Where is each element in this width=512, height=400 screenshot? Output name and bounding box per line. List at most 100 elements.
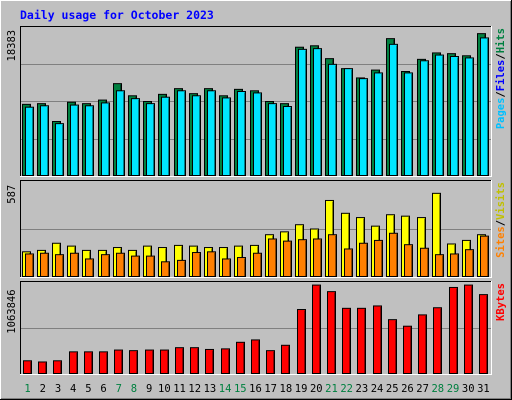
legend-entry-pages: Pages bbox=[495, 98, 507, 130]
bar-kbytes-kbytes-day-15 bbox=[236, 341, 245, 374]
bar-visits-sites-day-3 bbox=[55, 254, 64, 277]
bar-visits-sites-day-27 bbox=[420, 247, 429, 278]
legend-entry-visits: Visits bbox=[495, 182, 507, 220]
legend-entry-sites: Sites bbox=[495, 226, 507, 258]
bar-kbytes-kbytes-day-10 bbox=[160, 349, 169, 374]
bar-visits-sites-day-2 bbox=[40, 252, 49, 277]
bar-hits-files-day-29 bbox=[450, 56, 459, 176]
x-tick-label-day-20: 20 bbox=[310, 383, 323, 395]
bar-hits-files-day-3 bbox=[55, 123, 64, 177]
bar-hits-files-day-17 bbox=[268, 103, 277, 176]
bar-visits-sites-day-10 bbox=[161, 261, 170, 278]
bar-hits-files-day-2 bbox=[40, 105, 49, 176]
x-tick-label-day-15: 15 bbox=[234, 383, 247, 395]
chart-panels: 18383Pages/Files/Hits587Sites/Visits1063… bbox=[6, 26, 507, 375]
bar-visits-sites-day-26 bbox=[404, 244, 413, 277]
bar-hits-files-day-12 bbox=[192, 95, 201, 176]
panel-visits-max-label: 587 bbox=[6, 185, 18, 204]
bar-hits-files-day-6 bbox=[101, 102, 110, 176]
bar-kbytes-kbytes-day-12 bbox=[190, 347, 199, 374]
x-tick-label-day-11: 11 bbox=[173, 383, 186, 395]
bar-visits-sites-day-5 bbox=[85, 258, 94, 277]
bar-visits-sites-day-6 bbox=[101, 254, 110, 277]
panel-hits-max-label: 18383 bbox=[6, 30, 18, 62]
bar-visits-sites-day-12 bbox=[192, 252, 201, 277]
bar-visits-sites-day-24 bbox=[374, 239, 383, 277]
bar-visits-sites-day-25 bbox=[389, 232, 398, 278]
bar-kbytes-kbytes-day-30 bbox=[464, 284, 473, 375]
bar-visits-sites-day-14 bbox=[222, 258, 231, 277]
bar-hits-files-day-26 bbox=[404, 72, 413, 176]
legend-entry-hits: Hits bbox=[495, 28, 507, 53]
bar-kbytes-kbytes-day-28 bbox=[433, 307, 442, 375]
bar-kbytes-kbytes-day-11 bbox=[175, 347, 184, 374]
legend-separator: / bbox=[495, 53, 507, 59]
x-tick-label-day-28: 28 bbox=[431, 383, 444, 395]
x-tick-label-day-30: 30 bbox=[462, 383, 475, 395]
bar-kbytes-kbytes-day-27 bbox=[418, 314, 427, 374]
bar-visits-sites-day-9 bbox=[146, 255, 155, 277]
bar-visits-sites-day-20 bbox=[313, 238, 322, 277]
bar-kbytes-kbytes-day-16 bbox=[251, 339, 260, 374]
bar-kbytes-kbytes-day-25 bbox=[388, 319, 397, 374]
x-tick-label-day-7: 7 bbox=[116, 383, 122, 395]
bar-hits-files-day-8 bbox=[131, 98, 140, 176]
x-tick-label-day-22: 22 bbox=[340, 383, 353, 395]
x-tick-label-day-2: 2 bbox=[40, 383, 46, 395]
bar-hits-files-day-31 bbox=[480, 37, 489, 176]
bar-hits-files-day-11 bbox=[177, 90, 186, 176]
bar-kbytes-kbytes-day-5 bbox=[84, 351, 93, 375]
bar-visits-sites-day-11 bbox=[177, 259, 186, 278]
bar-visits-sites-day-1 bbox=[25, 253, 34, 278]
bar-kbytes-kbytes-day-26 bbox=[403, 325, 412, 375]
bar-hits-files-day-23 bbox=[359, 78, 368, 176]
bar-hits-files-day-24 bbox=[374, 72, 383, 176]
bar-hits-files-day-22 bbox=[344, 68, 353, 176]
legend-entry-files: Files bbox=[495, 60, 507, 92]
x-tick-label-day-17: 17 bbox=[264, 383, 277, 395]
legend-entry-kbytes: KBytes bbox=[495, 283, 507, 321]
x-tick-label-day-26: 26 bbox=[401, 383, 414, 395]
x-tick-label-day-31: 31 bbox=[477, 383, 490, 395]
bar-visits-sites-day-21 bbox=[328, 234, 337, 278]
bar-hits-files-day-5 bbox=[85, 105, 94, 176]
bar-kbytes-kbytes-day-18 bbox=[281, 344, 290, 374]
x-tick-label-day-12: 12 bbox=[188, 383, 201, 395]
x-tick-label-day-1: 1 bbox=[24, 383, 30, 395]
bar-hits-files-day-19 bbox=[298, 48, 307, 177]
bar-kbytes-kbytes-day-24 bbox=[373, 305, 382, 375]
bar-hits-files-day-27 bbox=[420, 60, 429, 176]
x-tick-label-day-21: 21 bbox=[325, 383, 338, 395]
bar-visits-sites-day-18 bbox=[283, 240, 292, 277]
bar-kbytes-kbytes-day-22 bbox=[342, 307, 351, 375]
bar-kbytes-kbytes-day-31 bbox=[479, 294, 488, 374]
chart-title: Daily usage for October 2023 bbox=[20, 8, 214, 22]
bar-hits-files-day-21 bbox=[328, 63, 337, 176]
panel-hits-legend: Pages/Files/Hits bbox=[495, 28, 507, 129]
x-tick-label-day-10: 10 bbox=[158, 383, 171, 395]
panel-visits-legend: Sites/Visits bbox=[495, 182, 507, 258]
bar-kbytes-kbytes-day-19 bbox=[297, 309, 306, 374]
x-tick-label-day-4: 4 bbox=[70, 383, 76, 395]
panel-kbytes-legend: KBytes bbox=[495, 283, 507, 321]
panel-kbytes-max-label: 1063846 bbox=[6, 289, 18, 333]
bar-visits-sites-day-16 bbox=[253, 252, 262, 277]
bar-hits-files-day-7 bbox=[116, 90, 125, 176]
panel-kbytes: 1063846 KBytes bbox=[6, 281, 507, 375]
bar-kbytes-kbytes-day-29 bbox=[449, 286, 458, 375]
bar-hits-files-day-1 bbox=[25, 106, 34, 176]
bar-kbytes-kbytes-day-8 bbox=[129, 350, 138, 374]
x-tick-label-day-29: 29 bbox=[447, 383, 460, 395]
panel-visits: 587 Sites/Visits bbox=[6, 180, 507, 278]
bar-kbytes-kbytes-day-20 bbox=[312, 284, 321, 375]
bar-kbytes-kbytes-day-9 bbox=[145, 349, 154, 374]
bar-kbytes-kbytes-day-1 bbox=[23, 360, 32, 374]
x-tick-label-day-24: 24 bbox=[371, 383, 384, 395]
bar-kbytes-kbytes-day-4 bbox=[69, 351, 78, 375]
bar-hits-files-day-30 bbox=[465, 57, 474, 176]
x-tick-label-day-8: 8 bbox=[131, 383, 137, 395]
bar-kbytes-kbytes-day-2 bbox=[38, 361, 47, 375]
bar-kbytes-kbytes-day-6 bbox=[99, 351, 108, 375]
x-tick-label-day-5: 5 bbox=[85, 383, 91, 395]
bar-hits-files-day-9 bbox=[146, 103, 155, 176]
